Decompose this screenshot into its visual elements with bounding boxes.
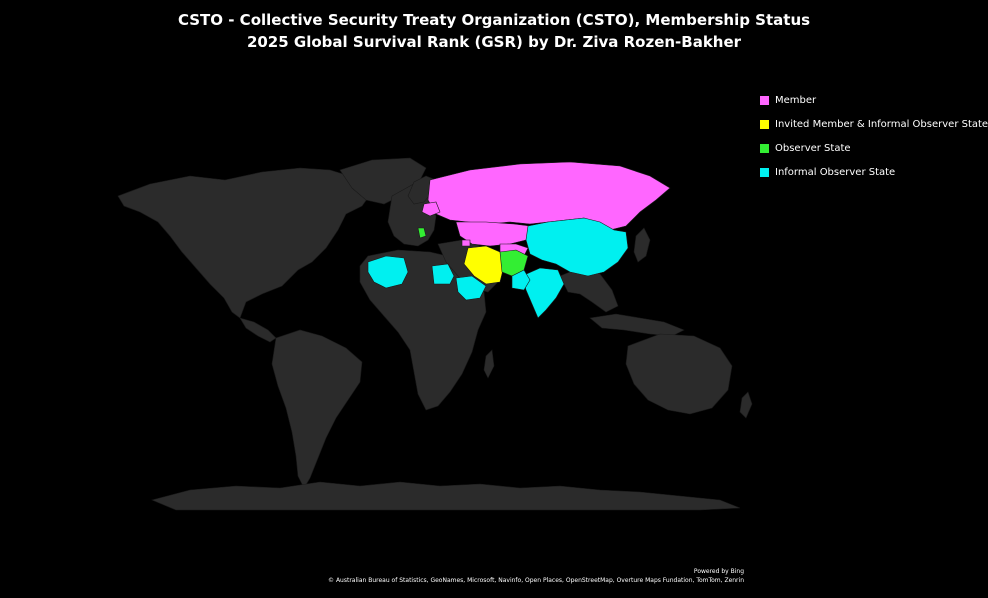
informal-observer-regions [367,217,629,319]
indonesia-shape [589,313,685,337]
central-america-shape [239,317,277,343]
legend-swatch [760,143,769,153]
algeria-region[interactable] [367,255,409,289]
legend-item-observer[interactable]: Observer State [760,136,985,160]
legend-swatch [760,95,769,105]
legend-item-member[interactable]: Member [760,88,985,112]
antarctica-shape [151,481,741,511]
iran-region[interactable] [463,245,505,285]
legend-swatch [760,167,769,177]
copyright-sources-text: © Australian Bureau of Statistics, GeoNa… [328,577,744,584]
map-title: CSTO - Collective Security Treaty Organi… [0,9,988,53]
member-regions [421,161,671,257]
pakistan-region[interactable] [511,269,531,291]
india-region[interactable] [521,267,565,319]
title-line-2: 2025 Global Survival Rank (GSR) by Dr. Z… [246,33,742,51]
legend-label: Observer State [775,142,851,154]
map-attribution: Powered by Bing © Australian Bureau of S… [328,567,744,585]
china-mongolia-region[interactable] [525,217,629,277]
south-america-shape [271,329,363,489]
egypt-region[interactable] [431,263,455,285]
japan-shape [633,227,651,263]
title-line-1: CSTO - Collective Security Treaty Organi… [177,11,811,29]
powered-by-text[interactable]: Powered by Bing [693,568,744,575]
legend-item-informal-observer[interactable]: Informal Observer State [760,160,985,184]
legend-swatch [760,119,769,129]
legend-label: Member [775,94,817,106]
armenia-region[interactable] [461,239,471,247]
legend-item-invited-member[interactable]: Invited Member & Informal Observer State [760,112,988,136]
serbia-region[interactable] [417,227,427,239]
legend-label: Informal Observer State [775,166,896,178]
north-america-shape [117,167,373,319]
madagascar-shape [483,349,495,379]
legend: Member Invited Member & Informal Observe… [760,88,988,184]
invited-member-regions [463,245,505,285]
australia-shape [625,333,733,415]
saudi-arabia-region[interactable] [455,275,487,301]
russia-region[interactable] [427,161,671,231]
new-zealand-shape [739,391,753,419]
legend-label: Invited Member & Informal Observer State [775,118,988,130]
belarus-region[interactable] [421,201,441,217]
